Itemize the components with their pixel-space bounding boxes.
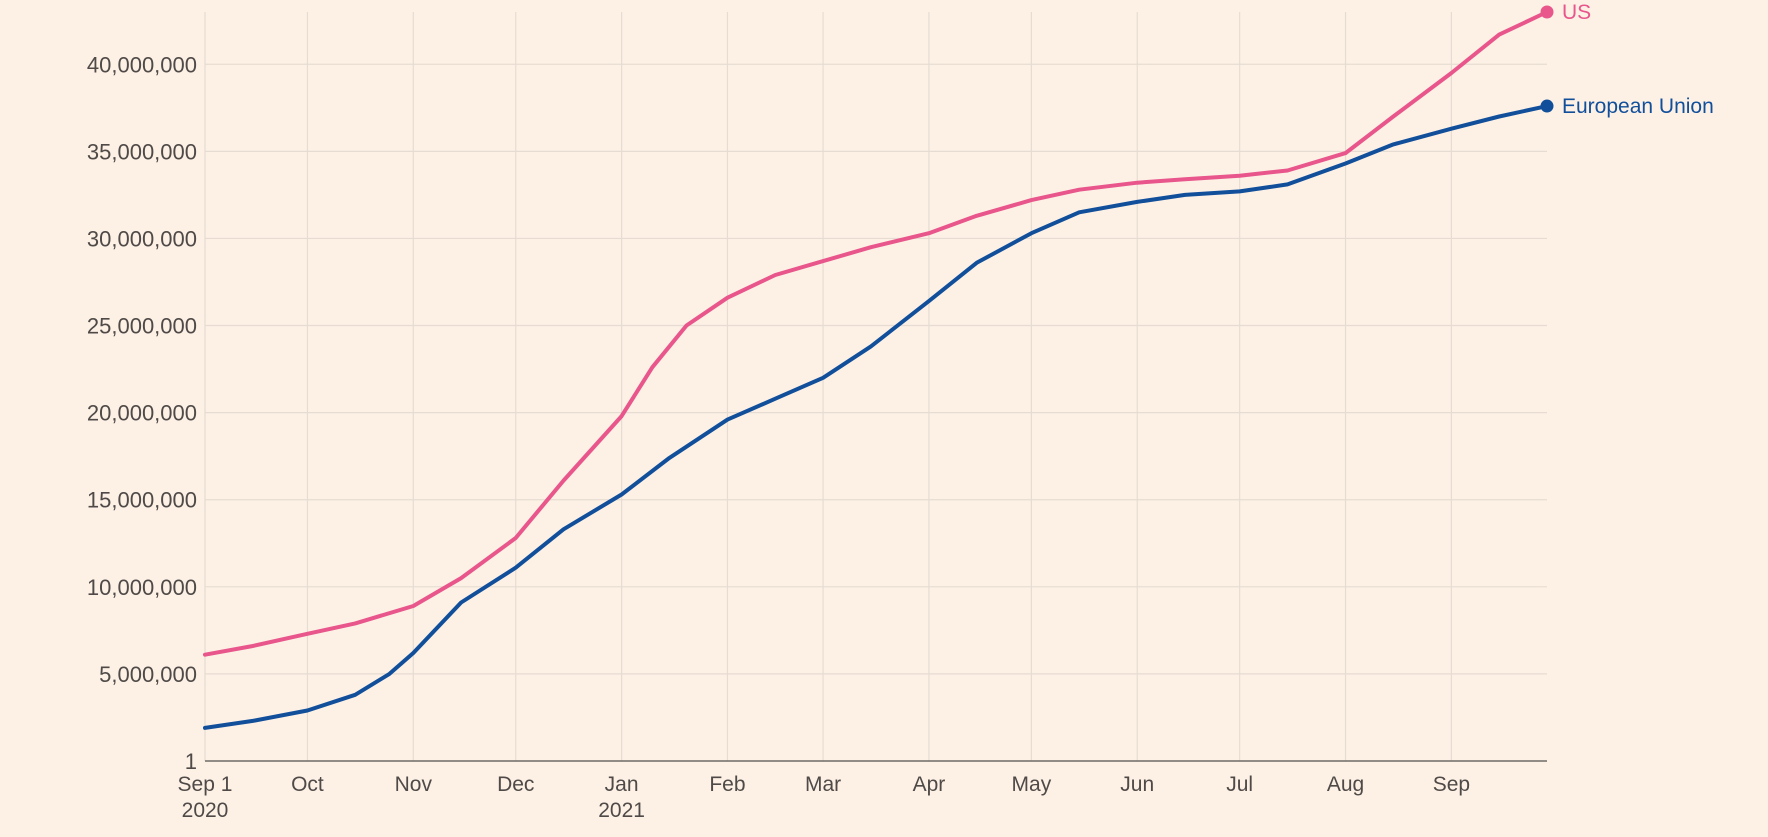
- y-tick-label: 40,000,000: [87, 52, 197, 77]
- data-point-us: [684, 324, 688, 328]
- series-label-european-union: European Union: [1562, 95, 1714, 118]
- data-point-us: [821, 259, 825, 263]
- data-point-us: [650, 365, 654, 369]
- data-point-european-union: [1285, 182, 1289, 186]
- data-point-european-union: [203, 726, 207, 730]
- grid-layer: [204, 12, 1547, 761]
- x-tick-label: Jan: [605, 773, 639, 796]
- data-point-us: [869, 245, 873, 249]
- data-point-european-union: [1391, 142, 1395, 146]
- data-point-european-union: [305, 708, 309, 712]
- y-tick-label: 20,000,000: [87, 401, 197, 426]
- data-point-us: [975, 214, 979, 218]
- axis-layer: 15,000,00010,000,00015,000,00020,000,000…: [87, 52, 1547, 822]
- data-point-us: [305, 632, 309, 636]
- x-tick-label: May: [1012, 773, 1052, 796]
- data-point-european-union: [1449, 127, 1453, 131]
- x-tick-label: Nov: [395, 773, 433, 796]
- x-tick-label: Sep 1: [178, 773, 233, 796]
- data-point-us: [353, 621, 357, 625]
- label-layer: US European Union: [1540, 1, 1714, 118]
- data-point-european-union: [562, 527, 566, 531]
- data-point-european-union: [869, 344, 873, 348]
- x-tick-label: Jun: [1120, 773, 1154, 796]
- data-point-european-union: [1135, 200, 1139, 204]
- data-point-us: [1449, 71, 1453, 75]
- x-tick-label: Sep: [1433, 773, 1470, 796]
- data-point-us: [773, 273, 777, 277]
- data-point-us: [1391, 115, 1395, 119]
- data-point-european-union: [1497, 115, 1501, 119]
- data-point-us: [514, 536, 518, 540]
- data-point-us: [1285, 169, 1289, 173]
- y-tick-label: 30,000,000: [87, 226, 197, 251]
- series-end-dot-european-union: [1540, 99, 1554, 113]
- y-tick-label: 35,000,000: [87, 139, 197, 164]
- data-point-european-union: [667, 456, 671, 460]
- data-point-european-union: [821, 376, 825, 380]
- y-tick-label: 25,000,000: [87, 314, 197, 339]
- x-tick-label: Mar: [805, 773, 841, 796]
- y-tick-label: 10,000,000: [87, 575, 197, 600]
- x-tick-label: Aug: [1327, 773, 1364, 796]
- y-tick-label: 5,000,000: [99, 662, 197, 687]
- data-point-european-union: [620, 492, 624, 496]
- data-point-european-union: [1183, 193, 1187, 197]
- data-point-european-union: [1029, 231, 1033, 235]
- data-point-us: [562, 479, 566, 483]
- data-point-us: [725, 296, 729, 300]
- data-point-european-union: [411, 651, 415, 655]
- data-point-us: [1077, 188, 1081, 192]
- data-point-us: [927, 231, 931, 235]
- data-point-us: [251, 644, 255, 648]
- data-point-european-union: [927, 299, 931, 303]
- x-tick-label: Dec: [497, 773, 534, 796]
- data-point-european-union: [1077, 210, 1081, 214]
- x-tick-year-label: 2021: [598, 799, 645, 822]
- data-point-european-union: [1344, 162, 1348, 166]
- x-tick-label: Oct: [291, 773, 324, 796]
- data-point-european-union: [725, 418, 729, 422]
- data-point-us: [203, 653, 207, 657]
- data-point-us: [1238, 174, 1242, 178]
- data-point-us: [459, 576, 463, 580]
- data-point-us: [1497, 33, 1501, 37]
- x-tick-label: Jul: [1226, 773, 1253, 796]
- series-line-european-union: [203, 104, 1549, 730]
- data-point-european-union: [353, 693, 357, 697]
- series-line-us: [203, 10, 1549, 657]
- series-label-us: US: [1562, 1, 1591, 24]
- data-point-us: [411, 604, 415, 608]
- y-tick-label: 15,000,000: [87, 488, 197, 513]
- data-point-us: [620, 414, 624, 418]
- series-end-dot-us: [1540, 5, 1554, 19]
- data-point-european-union: [975, 261, 979, 265]
- data-point-us: [1183, 177, 1187, 181]
- data-point-european-union: [1238, 189, 1242, 193]
- series-layer: [203, 10, 1549, 730]
- x-tick-label: Apr: [913, 773, 946, 796]
- data-point-us: [1135, 181, 1139, 185]
- data-point-us: [1029, 198, 1033, 202]
- data-point-european-union: [387, 672, 391, 676]
- data-point-european-union: [459, 600, 463, 604]
- data-point-european-union: [514, 566, 518, 570]
- data-point-us: [1344, 151, 1348, 155]
- x-tick-label: Feb: [709, 773, 745, 796]
- x-tick-year-label: 2020: [182, 799, 229, 822]
- y-tick-label: 1: [185, 749, 197, 774]
- data-point-european-union: [251, 719, 255, 723]
- data-point-european-union: [773, 397, 777, 401]
